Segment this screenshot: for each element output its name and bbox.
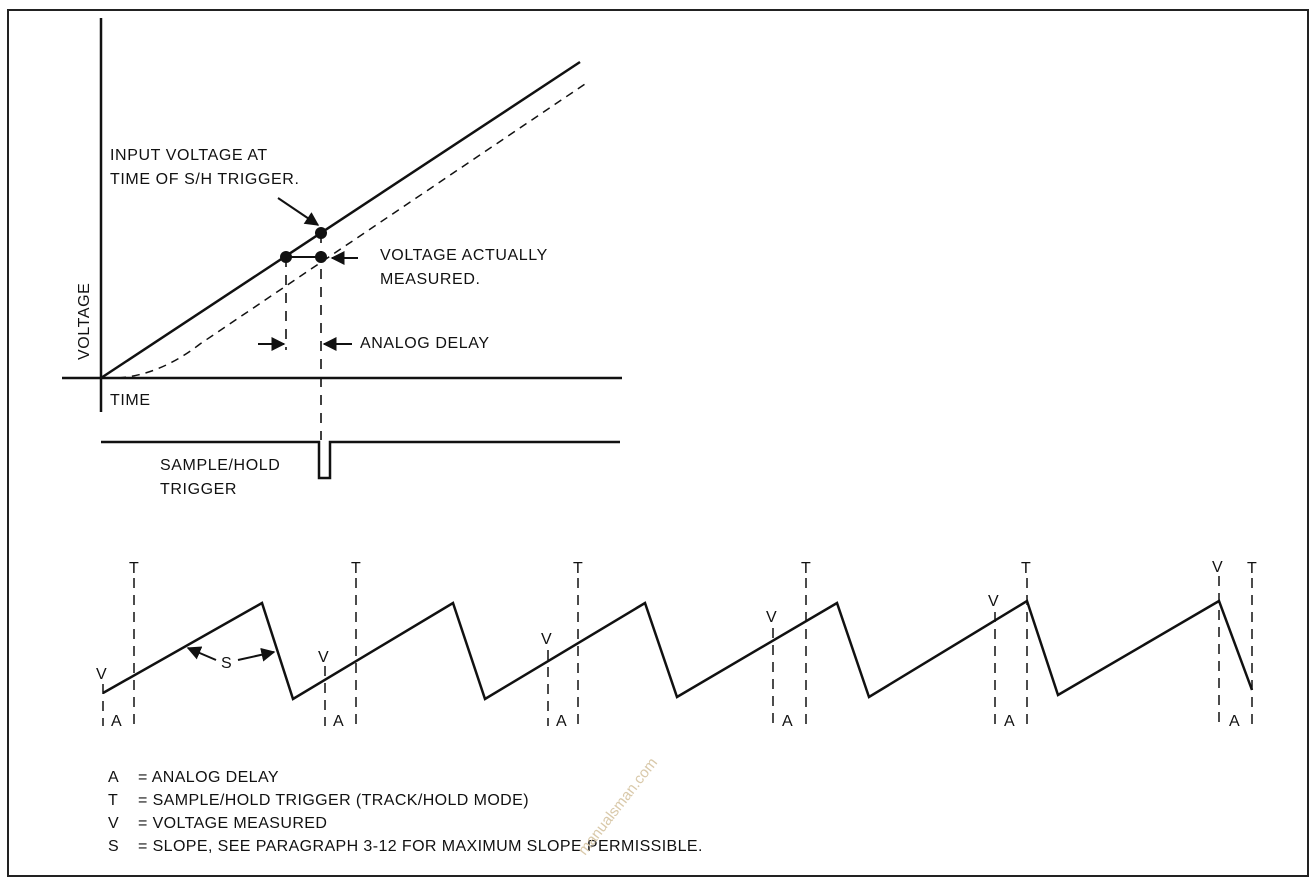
delay-marker: A — [1004, 713, 1015, 730]
bottom-diagram: T T T T T T V V V V V V A A A A A A S — [96, 559, 1257, 730]
measured-voltage-ramp — [117, 81, 589, 379]
trigger-marker: T — [351, 560, 361, 577]
measured-marker: V — [318, 649, 329, 666]
legend-text-v: = VOLTAGE MEASURED — [138, 815, 327, 832]
delay-marker: A — [782, 713, 793, 730]
delay-marker: A — [333, 713, 344, 730]
measured-marker: V — [766, 609, 777, 626]
sample-hold-trigger-pulse — [101, 440, 620, 480]
legend-key-a: A — [108, 769, 119, 786]
slope-arrow-right — [237, 647, 276, 662]
legend-text-s: = SLOPE, SEE PARAGRAPH 3-12 FOR MAXIMUM … — [138, 838, 703, 855]
measured-label-2: MEASURED. — [380, 271, 481, 288]
top-diagram: VOLTAGE TIME INPUT VOLTAGE AT TIME OF S/… — [62, 18, 622, 498]
legend-key-t: T — [108, 792, 118, 809]
trigger-marker: T — [1021, 560, 1031, 577]
measured-label-1: VOLTAGE ACTUALLY — [380, 247, 548, 264]
legend: A = ANALOG DELAY T = SAMPLE/HOLD TRIGGER… — [108, 769, 703, 855]
measured-marker: V — [541, 631, 552, 648]
trigger-lines — [133, 578, 1253, 726]
legend-text-t: = SAMPLE/HOLD TRIGGER (TRACK/HOLD MODE) — [138, 792, 529, 809]
analog-delay-label: ANALOG DELAY — [360, 335, 490, 352]
delay-marker: A — [1229, 713, 1240, 730]
trigger-marker: T — [801, 560, 811, 577]
trigger-marker: T — [129, 560, 139, 577]
delay-marker: A — [556, 713, 567, 730]
input-voltage-ramp — [100, 60, 581, 380]
slope-marker: S — [221, 655, 232, 672]
legend-key-s: S — [108, 838, 119, 855]
trigger-label-1: SAMPLE/HOLD — [160, 457, 280, 474]
input-voltage-label-1: INPUT VOLTAGE AT — [110, 147, 268, 164]
measured-lines — [102, 576, 1220, 726]
measured-marker: V — [988, 593, 999, 610]
figure-border — [7, 9, 1309, 877]
slope-arrow-left — [186, 646, 217, 661]
measured-marker: V — [96, 666, 107, 683]
trigger-marker: T — [1247, 560, 1257, 577]
input-voltage-label-2: TIME OF S/H TRIGGER. — [110, 171, 300, 188]
trigger-marker: T — [573, 560, 583, 577]
legend-key-v: V — [108, 815, 119, 832]
x-axis-label: TIME — [110, 392, 151, 409]
sawtooth-waveform — [102, 599, 1254, 701]
y-axis-label: VOLTAGE — [76, 283, 93, 360]
trigger-label-2: TRIGGER — [160, 481, 237, 498]
input-voltage-pointer — [277, 197, 320, 226]
measured-marker: V — [1212, 559, 1223, 576]
delay-marker: A — [111, 713, 122, 730]
legend-text-a: = ANALOG DELAY — [138, 769, 279, 786]
